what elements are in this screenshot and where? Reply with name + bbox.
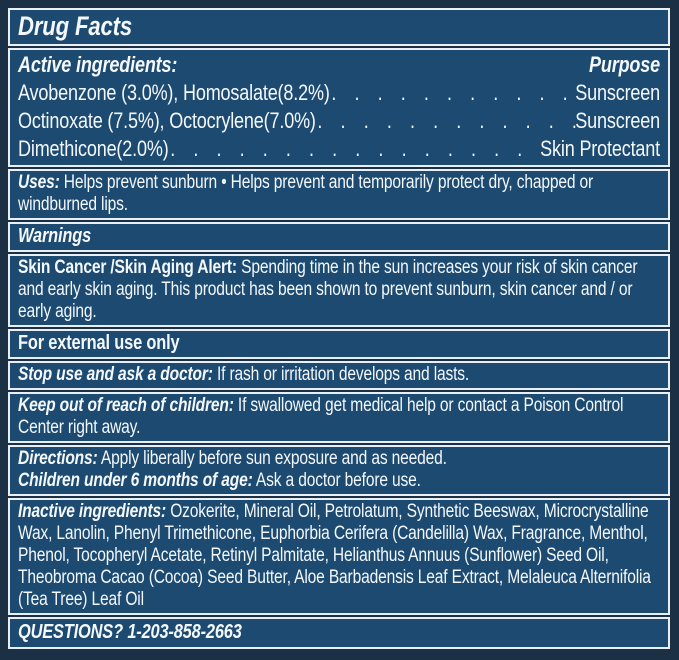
questions-text: QUESTIONS? 1-203-858-2663 — [18, 621, 242, 643]
directions-paragraph: Directions: Apply liberally before sun e… — [18, 448, 660, 470]
ingredient-purpose: Sunscreen — [575, 80, 661, 105]
children-paragraph: Children under 6 months of age: Ask a do… — [18, 470, 660, 492]
inactive-ingredients-label: Inactive ingredients: — [18, 501, 167, 522]
inactive-ingredients-text: Ozokerite, Mineral Oil, Petrolatum, Synt… — [18, 501, 651, 610]
stop-use-paragraph: Stop use and ask a doctor: If rash or ir… — [18, 364, 660, 386]
directions-text: Apply liberally before sun exposure and … — [100, 448, 447, 469]
ingredient-row: Dimethicone(2.0%) . . . . . . . . . . . … — [18, 135, 660, 163]
stop-use-section: Stop use and ask a doctor: If rash or ir… — [8, 361, 670, 390]
uses-paragraph: Uses: Helps prevent sunburn • Helps prev… — [18, 172, 660, 216]
ingredient-name: Dimethicone(2.0%) — [18, 136, 169, 161]
keep-out-section: Keep out of reach of children: If swallo… — [8, 392, 670, 443]
skin-cancer-alert-section: Skin Cancer /Skin Aging Alert: Spending … — [8, 254, 670, 327]
title-section: Drug Facts — [8, 8, 670, 46]
children-text: Ask a doctor before use. — [255, 470, 421, 491]
skin-cancer-alert-text: Spending time in the sun increases your … — [18, 257, 638, 322]
external-use-section: For external use only — [8, 329, 670, 359]
uses-label: Uses: — [18, 172, 60, 193]
dot-leader: . . . . . . . . . . . . . . . . . . . . … — [331, 80, 575, 105]
keep-out-paragraph: Keep out of reach of children: If swallo… — [18, 395, 660, 439]
warnings-heading: Warnings — [18, 225, 92, 247]
skin-cancer-alert-label: Skin Cancer /Skin Aging Alert: — [18, 257, 237, 278]
keep-out-text: If swallowed get medical help or contact… — [18, 395, 624, 438]
questions-section: QUESTIONS? 1-203-858-2663 — [8, 617, 670, 649]
external-use-text: For external use only — [18, 332, 180, 354]
ingredient-name: Avobenzone (3.0%), Homosalate(8.2%) — [18, 80, 330, 105]
ingredient-purpose: Skin Protectant — [540, 136, 661, 161]
page-title: Drug Facts — [18, 11, 132, 41]
dot-leader: . . . . . . . . . . . . . . . . . . . . … — [170, 136, 540, 161]
dot-leader: . . . . . . . . . . . . . . . . . . . . … — [317, 108, 575, 133]
stop-use-text: If rash or irritation develops and lasts… — [216, 364, 470, 385]
inactive-ingredients-paragraph: Inactive ingredients: Ozokerite, Mineral… — [18, 501, 660, 611]
ingredient-row: Octinoxate (7.5%), Octocrylene(7.0%) . .… — [18, 107, 660, 135]
ingredient-purpose: Sunscreen — [575, 108, 661, 133]
directions-label: Directions: — [18, 448, 98, 469]
keep-out-label: Keep out of reach of children: — [18, 395, 234, 416]
skin-cancer-alert-paragraph: Skin Cancer /Skin Aging Alert: Spending … — [18, 257, 660, 323]
stop-use-label: Stop use and ask a doctor: — [18, 364, 213, 385]
directions-section: Directions: Apply liberally before sun e… — [8, 445, 670, 496]
active-ingredients-header: Active ingredients: Purpose — [18, 51, 660, 79]
active-ingredients-section: Active ingredients: Purpose Avobenzone (… — [8, 48, 670, 167]
ingredient-name: Octinoxate (7.5%), Octocrylene(7.0%) — [18, 108, 316, 133]
uses-text: Helps prevent sunburn • Helps prevent an… — [18, 172, 594, 215]
uses-section: Uses: Helps prevent sunburn • Helps prev… — [8, 169, 670, 220]
purpose-heading: Purpose — [589, 52, 661, 77]
warnings-section: Warnings — [8, 222, 670, 252]
inactive-ingredients-section: Inactive ingredients: Ozokerite, Mineral… — [8, 498, 670, 615]
ingredient-row: Avobenzone (3.0%), Homosalate(8.2%) . . … — [18, 79, 660, 107]
children-label: Children under 6 months of age: — [18, 470, 253, 491]
active-ingredients-heading: Active ingredients: — [18, 52, 178, 77]
